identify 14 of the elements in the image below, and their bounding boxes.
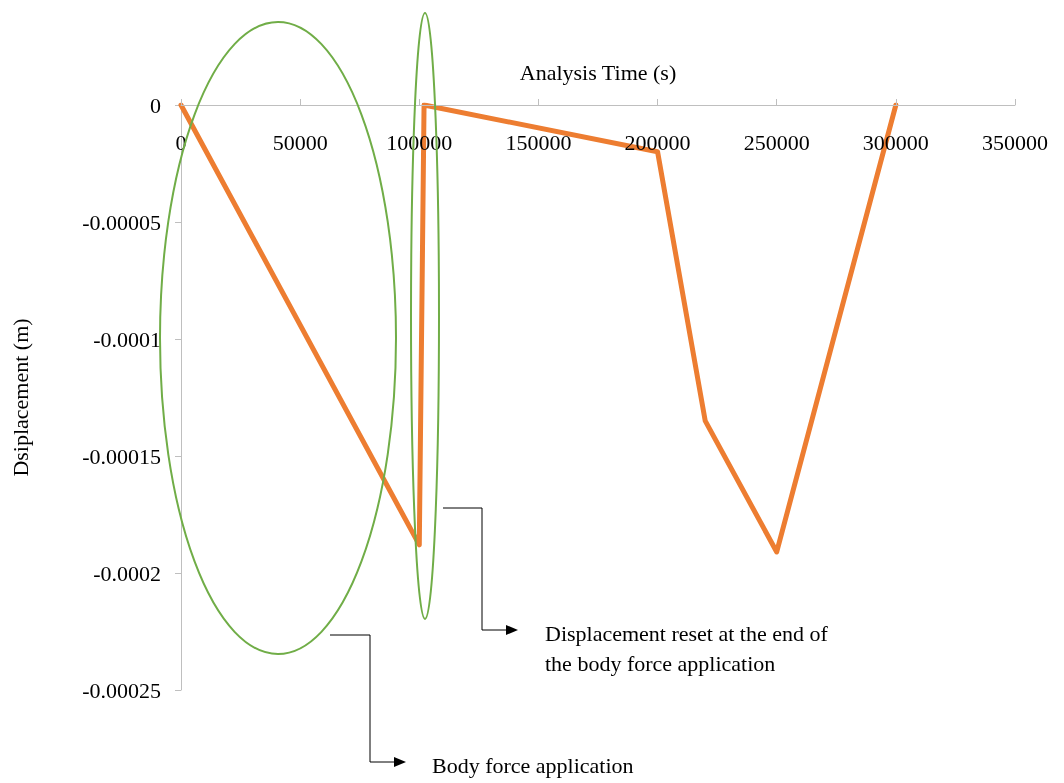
y-tick-label: 0 bbox=[150, 92, 161, 118]
y-axis-title: Dsiplacement (m) bbox=[7, 318, 33, 477]
x-axis-title: Analysis Time (s) bbox=[519, 59, 677, 85]
x-tick-label: 50000 bbox=[272, 129, 328, 155]
y-tick-label: -0.00025 bbox=[82, 677, 161, 703]
x-tick-label: 150000 bbox=[505, 129, 572, 155]
x-tick-label: 250000 bbox=[743, 129, 810, 155]
y-tick-label: -0.00005 bbox=[82, 209, 161, 235]
text: Body force application bbox=[432, 752, 634, 778]
annotation: Displacement reset at the end of the body force application bbox=[545, 620, 834, 676]
y-tick-label: -0.0002 bbox=[93, 560, 161, 586]
x-tick-label: 350000 bbox=[982, 129, 1048, 155]
x-tick-label: 200000 bbox=[624, 129, 691, 155]
y-tick-label: -0.00015 bbox=[82, 443, 161, 469]
